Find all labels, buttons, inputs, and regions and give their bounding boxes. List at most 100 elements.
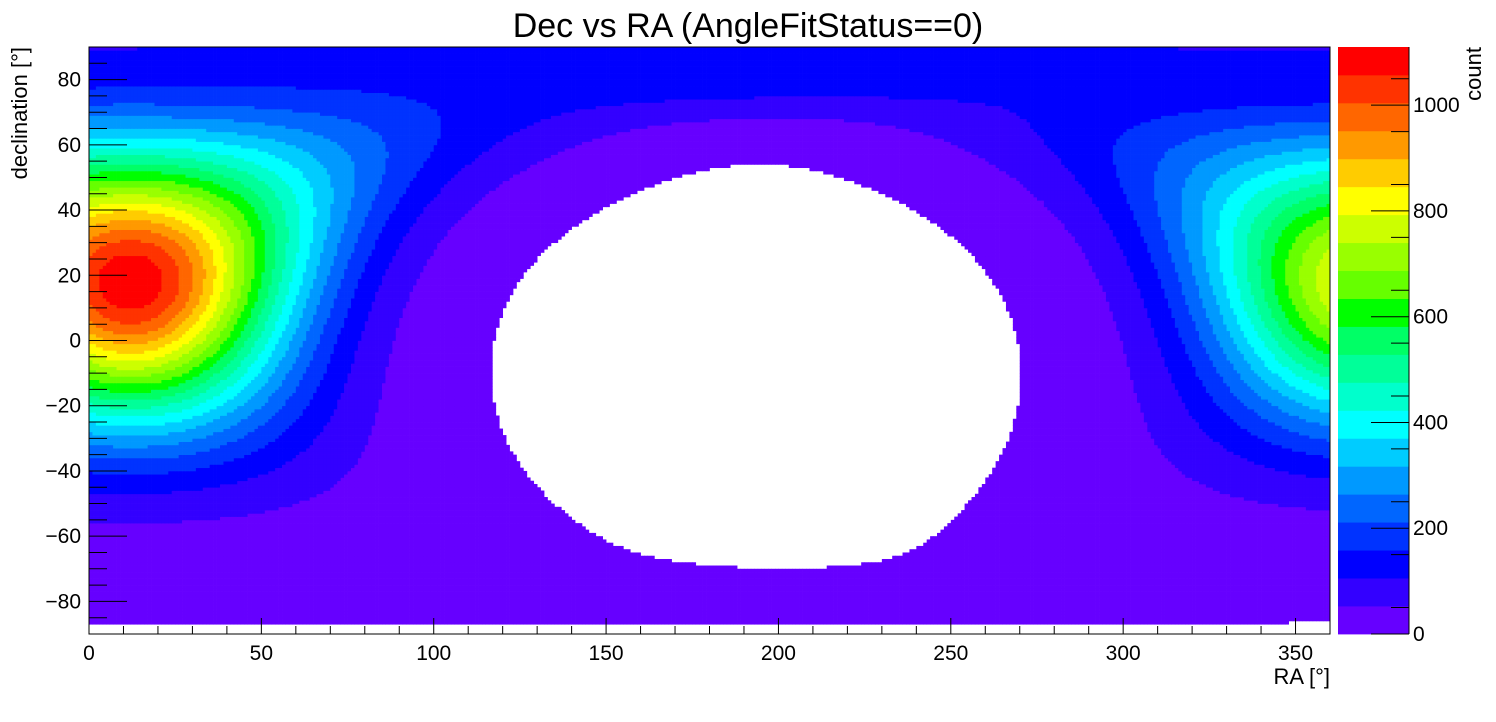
heatmap-cell (874, 611, 879, 615)
heatmap-cell (1054, 614, 1059, 619)
heatmap-cell (902, 588, 907, 592)
heatmap-cell (488, 614, 493, 619)
heatmap-cell (840, 588, 845, 592)
heatmap-cell (764, 598, 769, 602)
heatmap-cell (1319, 607, 1324, 612)
heatmap-cell (1026, 620, 1031, 625)
heatmap-cell (1150, 604, 1155, 609)
heatmap-cell (323, 607, 328, 612)
heatmap-cell (395, 591, 400, 596)
heatmap-cell (623, 581, 628, 586)
heatmap-cell (706, 581, 710, 586)
heatmap-cell (499, 578, 504, 583)
heatmap-cell (409, 585, 414, 589)
heatmap-cell (1192, 617, 1196, 622)
heatmap-cell (902, 611, 907, 615)
heatmap-cell (988, 591, 993, 596)
heatmap-cell (864, 598, 869, 602)
heatmap-cell (457, 604, 462, 609)
heatmap-cell (985, 588, 990, 592)
heatmap-cell (340, 588, 345, 592)
heatmap-cell (1312, 611, 1317, 615)
heatmap-cell (857, 614, 862, 619)
heatmap-cell (499, 620, 504, 625)
heatmap-cell (723, 581, 728, 586)
heatmap-cell (892, 620, 896, 625)
heatmap-cell (937, 591, 941, 596)
heatmap-cell (612, 585, 617, 589)
heatmap-cell (1068, 614, 1072, 619)
heatmap-cell (1085, 588, 1090, 592)
heatmap-cell (271, 588, 276, 592)
heatmap-cell (788, 598, 793, 602)
heatmap-cell (268, 598, 273, 602)
heatmap-cell (251, 578, 255, 583)
heatmap-cell (495, 617, 500, 622)
heatmap-cell (388, 620, 393, 625)
heatmap-cell (1171, 598, 1176, 602)
heatmap-cell (168, 594, 173, 599)
heatmap-cell (333, 585, 338, 589)
heatmap-cell (837, 617, 841, 622)
heatmap-cell (837, 581, 841, 586)
heatmap-cell (120, 617, 124, 622)
heatmap-cell (747, 617, 752, 622)
heatmap-cell (1192, 604, 1196, 609)
heatmap-cell (526, 585, 531, 589)
heatmap-cell (485, 588, 490, 592)
heatmap-cell (344, 598, 348, 602)
heatmap-cell (416, 611, 421, 615)
heatmap-cell (251, 614, 255, 619)
heatmap-cell (540, 620, 545, 625)
heatmap-cell (1109, 601, 1114, 605)
heatmap-cell (1102, 604, 1107, 609)
heatmap-cell (1016, 578, 1021, 583)
heatmap-cell (288, 581, 293, 586)
heatmap-cell (899, 611, 903, 615)
heatmap-cell (409, 601, 414, 605)
heatmap-cell (199, 604, 204, 609)
heatmap-cell (692, 617, 697, 622)
heatmap-cell (1267, 591, 1272, 596)
heatmap-cell (585, 601, 590, 605)
heatmap-cell (1154, 604, 1158, 609)
heatmap-cell (399, 617, 404, 622)
heatmap-cell (113, 594, 117, 599)
heatmap-cell (1116, 591, 1121, 596)
heatmap-cell (1147, 578, 1152, 583)
heatmap-cell (881, 578, 886, 583)
heatmap-cell (947, 581, 952, 586)
heatmap-cell (868, 620, 872, 625)
heatmap-cell (992, 614, 996, 619)
heatmap-cell (706, 594, 710, 599)
heatmap-cell (633, 581, 638, 586)
heatmap-cell (630, 598, 635, 602)
heatmap-cell (1243, 614, 1248, 619)
heatmap-cell (581, 585, 586, 589)
heatmap-cell (712, 591, 717, 596)
heatmap-cell (737, 607, 741, 612)
heatmap-cell (957, 607, 962, 612)
heatmap-cell (357, 614, 362, 619)
heatmap-cell (775, 581, 779, 586)
heatmap-cell (778, 601, 783, 605)
heatmap-cell (1147, 588, 1152, 592)
heatmap-cell (385, 578, 390, 583)
heatmap-cell (1181, 611, 1186, 615)
heatmap-cell (1136, 598, 1141, 602)
heatmap-cell (816, 611, 821, 615)
heatmap-cell (575, 598, 579, 602)
heatmap-cell (1298, 594, 1303, 599)
heatmap-cell (1026, 601, 1031, 605)
heatmap-cell (1030, 588, 1034, 592)
heatmap-cell (1061, 607, 1065, 612)
heatmap-cell (168, 581, 173, 586)
heatmap-cell (899, 594, 903, 599)
heatmap-cell (433, 604, 438, 609)
heatmap-cell (771, 620, 776, 625)
heatmap-cell (481, 620, 486, 625)
heatmap-cell (733, 594, 738, 599)
heatmap-cell (1298, 617, 1303, 622)
heatmap-cell (116, 604, 121, 609)
heatmap-cell (1092, 607, 1096, 612)
